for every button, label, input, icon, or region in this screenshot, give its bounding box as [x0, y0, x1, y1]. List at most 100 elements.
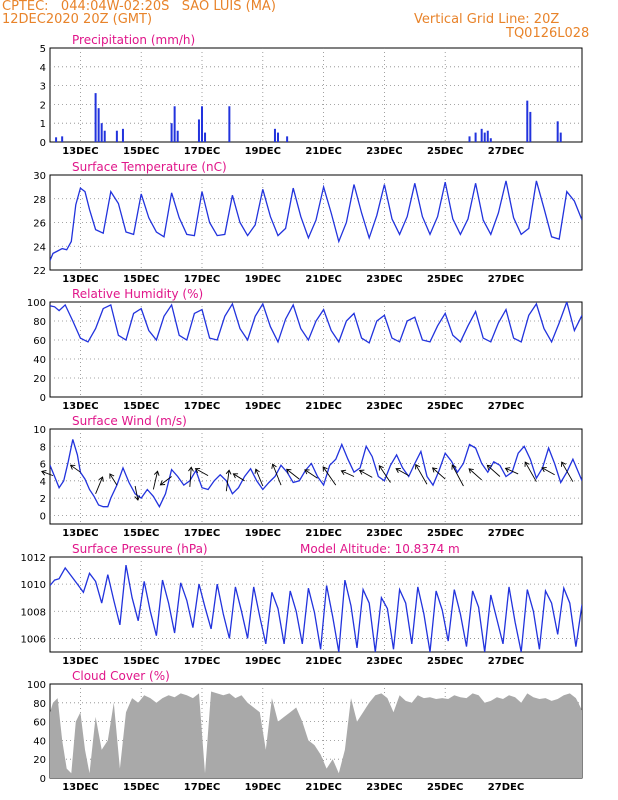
precip-bar [97, 108, 100, 142]
x-tick-label: 21DEC [305, 782, 341, 793]
x-tick-label: 25DEC [427, 401, 463, 412]
wind-arrow [189, 467, 192, 487]
panel-title: Relative Humidity (%) [72, 287, 203, 301]
panel-annotation: Model Altitude: 10.8374 m [300, 542, 460, 556]
header-datetime: 12DEC2020 20Z (GMT) [2, 12, 153, 27]
y-tick-label: 3 [40, 82, 46, 93]
precip-bar [170, 123, 173, 142]
x-tick-label: 15DEC [123, 528, 159, 539]
y-tick-label: 40 [33, 355, 46, 366]
x-tick-label: 17DEC [184, 528, 220, 539]
x-tick-label: 27DEC [488, 656, 524, 667]
x-tick-label: 15DEC [123, 146, 159, 157]
temp-line [50, 180, 582, 261]
wind-arrow [286, 468, 300, 480]
wind-arrow [41, 471, 54, 477]
y-tick-label: 0 [40, 393, 46, 404]
x-tick-label: 17DEC [184, 401, 220, 412]
wind-arrow [505, 467, 519, 475]
wind-arrow-head [188, 466, 194, 472]
panel-frame [49, 428, 583, 525]
x-tick-label: 21DEC [305, 656, 341, 667]
wind-arrow-head [468, 468, 474, 474]
y-tick-label: 8 [40, 442, 46, 453]
wind-arrow-head [98, 476, 104, 482]
precip-bar [100, 123, 103, 142]
panel-frame [49, 47, 583, 143]
wind-arrow [70, 464, 81, 473]
x-tick-label: 23DEC [366, 782, 402, 793]
wind-arrow-head [561, 461, 567, 467]
x-tick-label: 25DEC [427, 782, 463, 793]
wind-arrow [451, 464, 464, 487]
panel-frame [49, 301, 583, 398]
precip-bar [489, 138, 492, 142]
y-tick-label: 60 [33, 718, 46, 729]
precip-bar [197, 119, 200, 142]
wind-arrow [378, 465, 391, 483]
x-tick-label: 13DEC [62, 274, 98, 285]
wind-arrow-head [504, 467, 511, 473]
y-tick-label: 4 [40, 63, 46, 74]
wind-arrow [109, 473, 118, 486]
wind-arrow [304, 469, 318, 479]
wind-arrow-head [254, 468, 260, 474]
y-tick-label: 26 [33, 219, 46, 230]
wind-arrow-head [153, 470, 160, 476]
x-tick-label: 19DEC [245, 401, 281, 412]
wind-arrow-head [41, 470, 47, 476]
wind-arrow [95, 476, 104, 494]
x-tick-label: 15DEC [123, 782, 159, 793]
pres-line [50, 564, 582, 652]
x-tick-label: 23DEC [366, 401, 402, 412]
x-tick-label: 15DEC [123, 401, 159, 412]
wind-arrow-head [271, 463, 277, 469]
header-model-id: TQ0126L028 [506, 26, 590, 41]
wind-arrow [255, 469, 264, 487]
y-tick-label: 28 [33, 195, 46, 206]
wind-arrow-head [159, 480, 166, 486]
panel-title: Precipitation (mm/h) [72, 33, 195, 47]
panel-title: Surface Temperature (nC) [72, 160, 227, 174]
x-tick-label: 27DEC [488, 146, 524, 157]
wind-arrow-head [232, 473, 239, 479]
wind-arrow-head [378, 465, 384, 471]
wind-arrow-head [451, 464, 457, 470]
x-tick-label: 13DEC [62, 401, 98, 412]
y-tick-label: 2 [40, 494, 46, 505]
wind-arrow-head [286, 468, 292, 474]
y-tick-label: 1 [40, 119, 46, 130]
wind-arrow [487, 464, 501, 477]
panel-title: Surface Pressure (hPa) [72, 542, 208, 556]
wind-arrow-head [358, 469, 365, 475]
precip-bar [526, 100, 529, 142]
x-tick-label: 17DEC [184, 146, 220, 157]
wind-arrow [233, 473, 245, 482]
y-tick-label: 22 [33, 266, 46, 277]
x-tick-label: 23DEC [366, 274, 402, 285]
wind-arrow-head [69, 464, 76, 470]
wind-arrow-head [304, 469, 310, 475]
panel-frame [49, 556, 583, 653]
wind-arrow [195, 468, 209, 477]
wind-arrow-head [486, 464, 493, 470]
x-tick-label: 23DEC [366, 656, 402, 667]
y-tick-label: 20 [33, 374, 46, 385]
x-tick-label: 19DEC [245, 528, 281, 539]
wind-arrow [160, 476, 172, 486]
x-tick-label: 15DEC [123, 274, 159, 285]
precip-bar [201, 106, 203, 142]
x-tick-label: 19DEC [245, 782, 281, 793]
x-tick-label: 27DEC [488, 401, 524, 412]
x-tick-label: 17DEC [184, 274, 220, 285]
header-location: CPTEC: 044:04W-02:20S SAO LUIS (MA) [2, 0, 276, 14]
precip-bar [559, 132, 562, 142]
x-tick-label: 21DEC [305, 274, 341, 285]
wind-arrow-head [134, 495, 141, 501]
wind-arrow-head [322, 466, 328, 472]
precip-bar [121, 128, 124, 142]
precip-bar [474, 132, 477, 142]
panel-title: Surface Wind (m/s) [72, 414, 187, 428]
precip-bar [486, 130, 489, 142]
